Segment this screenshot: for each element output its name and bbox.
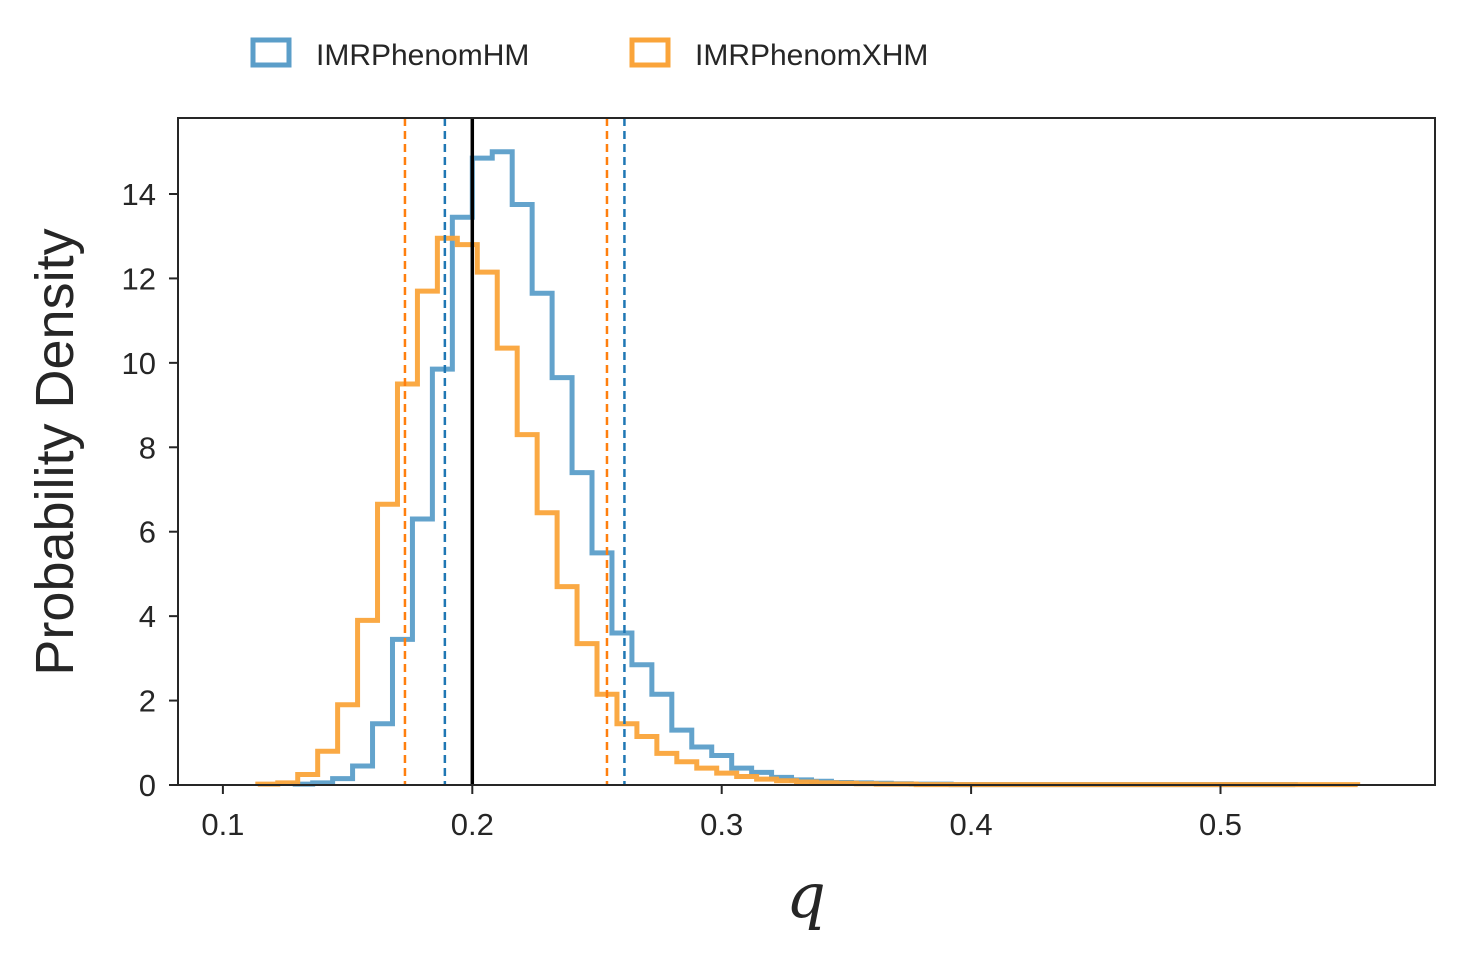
y-tick-label: 14 [122,177,156,212]
legend-swatch-imrphenomxhm [629,37,671,68]
x-axis: 0.1 0.2 0.3 0.4 0.5 [201,785,1242,842]
y-tick-label: 8 [139,430,156,465]
y-axis: 0 2 4 6 8 10 12 14 [122,177,178,803]
y-tick-label: 12 [122,261,156,296]
x-tick-label: 0.3 [700,807,743,842]
x-tick-label: 0.5 [1199,807,1242,842]
legend-label-imrphenomxhm: IMRPhenomXHM [695,39,928,72]
y-tick-label: 6 [139,515,156,550]
y-tick-label: 4 [139,599,156,634]
y-axis-label: Probability Density [25,228,85,675]
x-axis-label: q [786,859,826,932]
legend-label-imrphenomhm: IMRPhenomHM [316,39,529,72]
x-tick-label: 0.2 [451,807,494,842]
y-tick-label: 0 [139,768,156,803]
plot-area [255,118,1361,788]
histogram-imrphenomxhm [255,235,1361,788]
x-tick-label: 0.4 [950,807,993,842]
y-tick-label: 2 [139,684,156,719]
y-tick-label: 10 [122,346,156,381]
x-tick-label: 0.1 [201,807,244,842]
legend: IMRPhenomHM IMRPhenomXHM [250,37,928,72]
legend-swatch-imrphenomhm [250,37,292,68]
axes-frame [177,117,1436,786]
